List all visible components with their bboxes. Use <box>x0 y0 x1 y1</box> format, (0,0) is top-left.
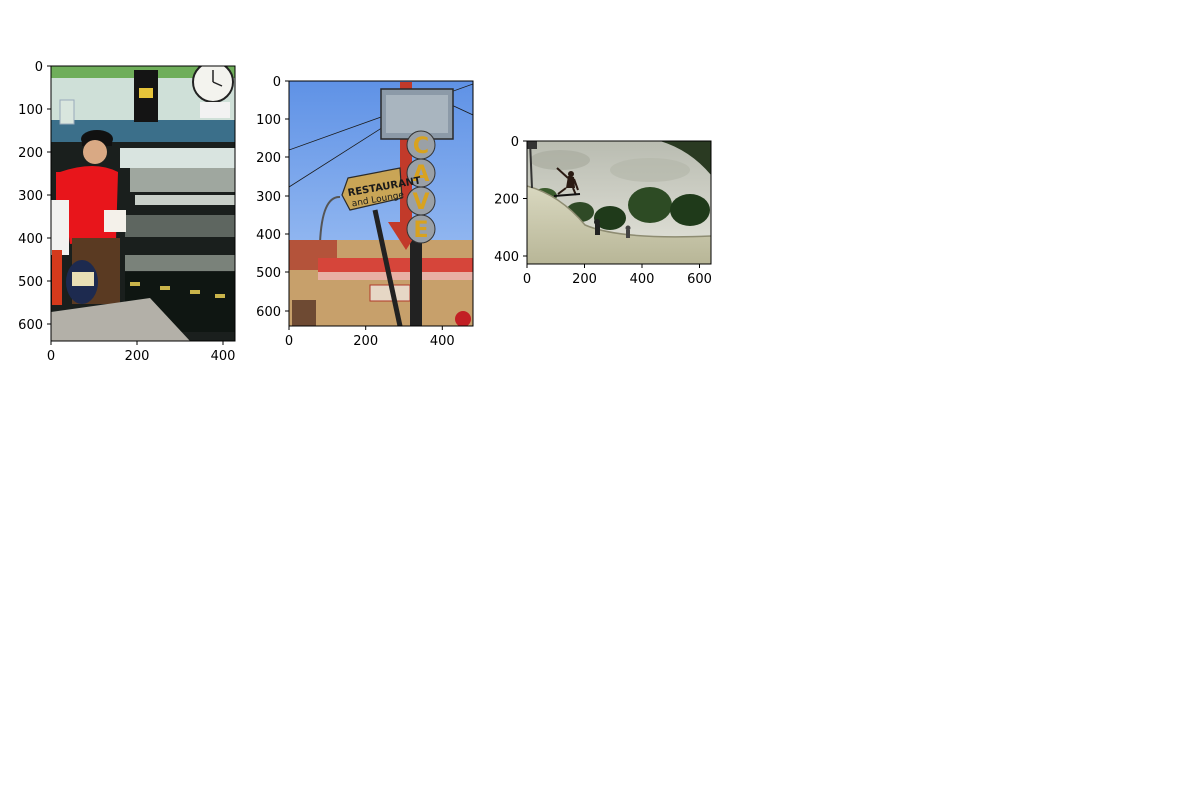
sign-cave-letter: E <box>413 218 428 243</box>
plot-frame <box>50 65 236 342</box>
x-tick-label: 400 <box>630 272 655 287</box>
y-tick-label: 500 <box>256 266 281 281</box>
x-tick-label: 0 <box>47 349 55 364</box>
x-axis: 0 200 400 600 <box>523 264 712 287</box>
y-tick-label: 0 <box>35 60 43 75</box>
y-tick-label: 400 <box>18 232 43 247</box>
y-tick-label: 400 <box>494 250 519 265</box>
y-tick-label: 200 <box>18 146 43 161</box>
sign-cave-letter: V <box>412 190 429 215</box>
y-tick-label: 0 <box>511 135 519 150</box>
diner-cook-photo <box>51 66 235 341</box>
y-tick-label: 200 <box>494 193 519 208</box>
sign-cave-letter: C <box>413 134 429 159</box>
y-tick-label: 200 <box>256 151 281 166</box>
x-tick-label: 0 <box>523 272 531 287</box>
y-tick-label: 300 <box>18 189 43 204</box>
sign-cave-letter: A <box>412 162 429 187</box>
x-tick-label: 0 <box>285 334 293 349</box>
x-tick-label: 600 <box>687 272 712 287</box>
image-panel-1: 0 200 400 0 100 200 300 400 500 600 <box>18 60 236 364</box>
y-tick-label: 500 <box>18 275 43 290</box>
plot-frame <box>526 140 712 265</box>
y-tick-label: 100 <box>18 103 43 118</box>
y-tick-label: 100 <box>256 113 281 128</box>
x-tick-label: 200 <box>125 349 150 364</box>
y-tick-label: 0 <box>273 75 281 90</box>
x-tick-label: 200 <box>353 334 378 349</box>
y-axis: 0 100 200 300 400 500 600 <box>18 60 51 333</box>
plot-frame <box>288 80 474 327</box>
image-panel-3: 0 200 400 600 0 200 400 <box>494 135 712 287</box>
x-axis: 0 200 400 <box>285 326 455 349</box>
y-tick-label: 400 <box>256 228 281 243</box>
y-axis: 0 200 400 <box>494 135 527 265</box>
y-tick-label: 600 <box>256 305 281 320</box>
skateboard-bowl-photo <box>527 141 711 264</box>
y-axis: 0 100 200 300 400 500 600 <box>256 75 289 320</box>
x-axis: 0 200 400 <box>47 341 236 364</box>
y-tick-label: 600 <box>18 318 43 333</box>
y-tick-label: 300 <box>256 190 281 205</box>
x-tick-label: 400 <box>430 334 455 349</box>
x-tick-label: 200 <box>572 272 597 287</box>
x-tick-label: 400 <box>211 349 236 364</box>
